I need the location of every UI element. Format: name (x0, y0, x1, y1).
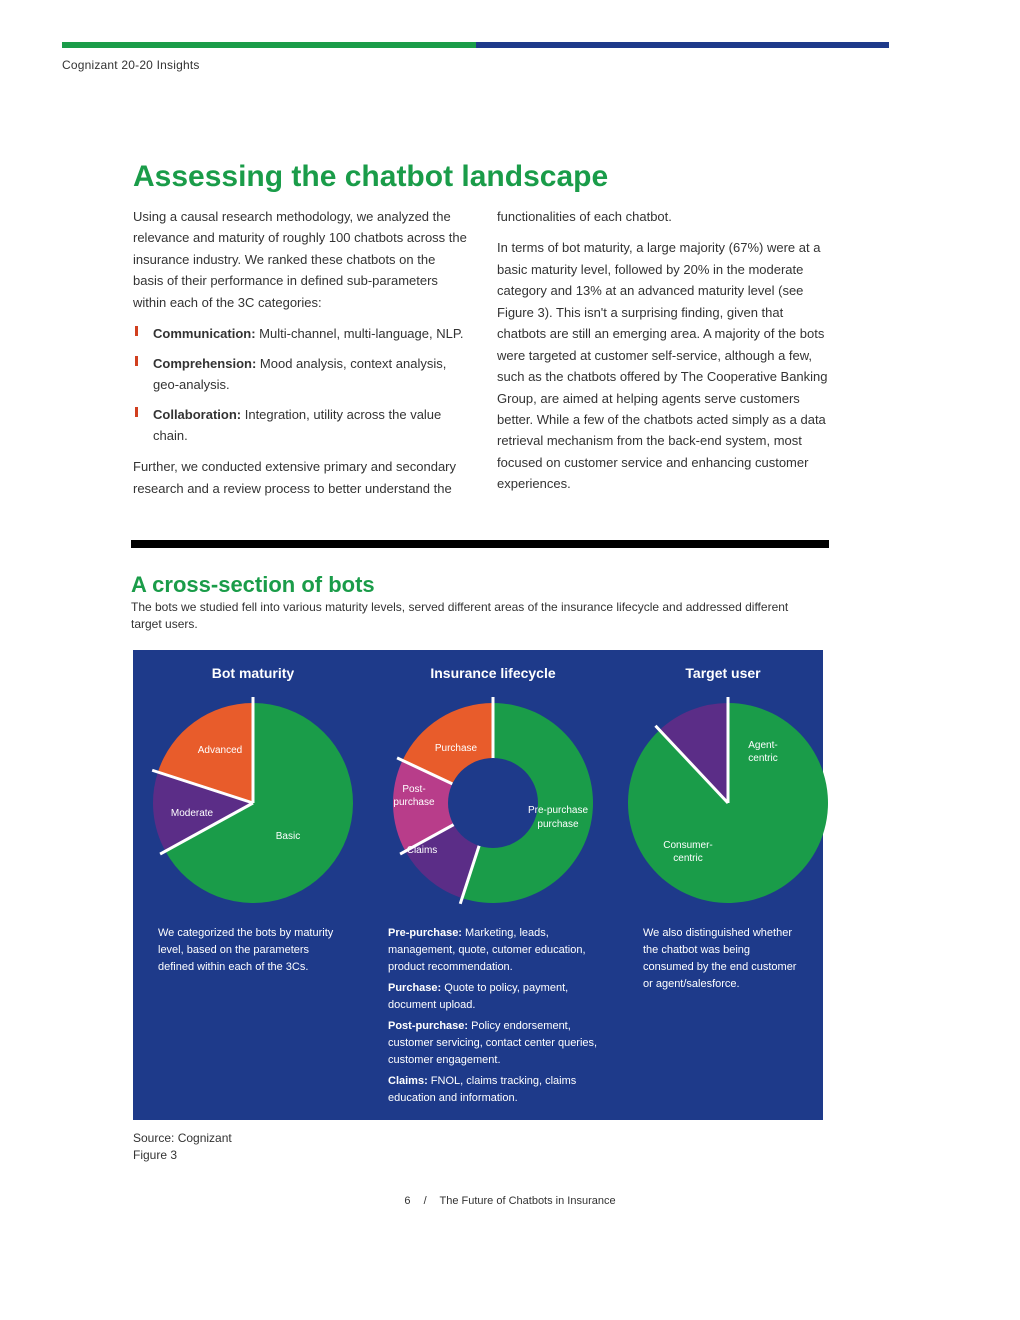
chart-desc: Pre-purchase: Marketing, leads, manageme… (368, 925, 618, 1107)
category-list: Communication: Multi-channel, multi-lang… (133, 323, 469, 446)
item-label: Post-purchase: (388, 1020, 468, 1032)
chart-title: Bot maturity (138, 665, 368, 681)
svg-text:Agent-: Agent- (748, 740, 777, 751)
svg-text:Pre-purchase: Pre-purchase (528, 805, 588, 816)
document-title: The Future of Chatbots in Insurance (440, 1195, 616, 1207)
bullet-label: Collaboration: (153, 407, 241, 422)
lifecycle-item: Post-purchase: Policy endorsement, custo… (388, 1018, 598, 1069)
pie-chart-target: Consumer-centric Agent-centric (623, 693, 833, 913)
list-item: Communication: Multi-channel, multi-lang… (133, 323, 469, 344)
item-label: Pre-purchase: (388, 927, 462, 939)
svg-text:centric: centric (673, 853, 702, 864)
lifecycle-item: Claims: FNOL, claims tracking, claims ed… (388, 1073, 598, 1107)
chart-column-maturity: Bot maturity Basic Advanced Moderate We ca… (138, 665, 368, 976)
bullet-label: Communication: (153, 326, 256, 341)
svg-text:Basic: Basic (276, 831, 300, 842)
figure-number: Figure 3 (133, 1147, 232, 1164)
svg-text:Advanced: Advanced (198, 745, 242, 756)
svg-text:purchase: purchase (393, 797, 435, 808)
svg-text:Consumer-: Consumer- (663, 840, 712, 851)
figure-source: Source: Cognizant Figure 3 (133, 1130, 232, 1164)
subsection-desc: The bots we studied fell into various ma… (131, 599, 821, 634)
list-item: Collaboration: Integration, utility acro… (133, 404, 469, 447)
item-label: Purchase: (388, 982, 441, 994)
page-number: 6 (404, 1195, 410, 1207)
section-divider (131, 540, 829, 548)
top-bar-right (476, 42, 890, 48)
top-accent-bar (62, 42, 889, 48)
chart-title: Insurance lifecycle (368, 665, 618, 681)
bullet-label: Comprehension: (153, 356, 256, 371)
svg-text:purchase: purchase (537, 819, 579, 830)
chart-title: Target user (623, 665, 823, 681)
list-item: Comprehension: Mood analysis, context an… (133, 353, 469, 396)
header-brand: Cognizant 20-20 Insights (62, 58, 200, 72)
lifecycle-item: Purchase: Quote to policy, payment, docu… (388, 980, 598, 1014)
chart-desc: We categorized the bots by maturity leve… (138, 925, 368, 976)
svg-text:centric: centric (748, 753, 777, 764)
page-footer: 6 / The Future of Chatbots in Insurance (0, 1195, 1020, 1207)
body-text: Using a causal research methodology, we … (133, 206, 833, 502)
subsection-heading: A cross-section of bots (131, 572, 375, 598)
chart-desc: We also distinguished whether the chatbo… (623, 925, 823, 993)
infographic-box: Bot maturity Basic Advanced Moderate We ca… (133, 650, 823, 1120)
chart-column-lifecycle: Insurance lifecycle Pre-purchase purchase… (368, 665, 618, 1111)
intro-paragraph: Using a causal research methodology, we … (133, 206, 469, 313)
footer-separator: / (424, 1195, 427, 1207)
source-line: Source: Cognizant (133, 1130, 232, 1147)
svg-text:Purchase: Purchase (435, 743, 478, 754)
lifecycle-item: Pre-purchase: Marketing, leads, manageme… (388, 925, 598, 976)
page-title: Assessing the chatbot landscape (133, 160, 608, 194)
paragraph-3: In terms of bot maturity, a large majori… (497, 237, 833, 494)
svg-text:Post-: Post- (402, 784, 425, 795)
pie-chart-maturity: Basic Advanced Moderate (148, 693, 358, 913)
chart-column-target: Target user Consumer-centric Agent-centri… (623, 665, 823, 993)
top-bar-left (62, 42, 476, 48)
bullet-text: Multi-channel, multi-language, NLP. (256, 326, 464, 341)
donut-chart-lifecycle: Pre-purchase purchase Purchase Post-purchas… (388, 693, 598, 913)
item-label: Claims: (388, 1075, 428, 1087)
svg-text:Moderate: Moderate (171, 808, 214, 819)
svg-text:Claims: Claims (407, 845, 438, 856)
